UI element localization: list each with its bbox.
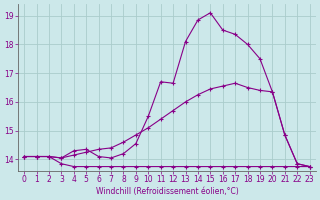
X-axis label: Windchill (Refroidissement éolien,°C): Windchill (Refroidissement éolien,°C) [96, 187, 238, 196]
